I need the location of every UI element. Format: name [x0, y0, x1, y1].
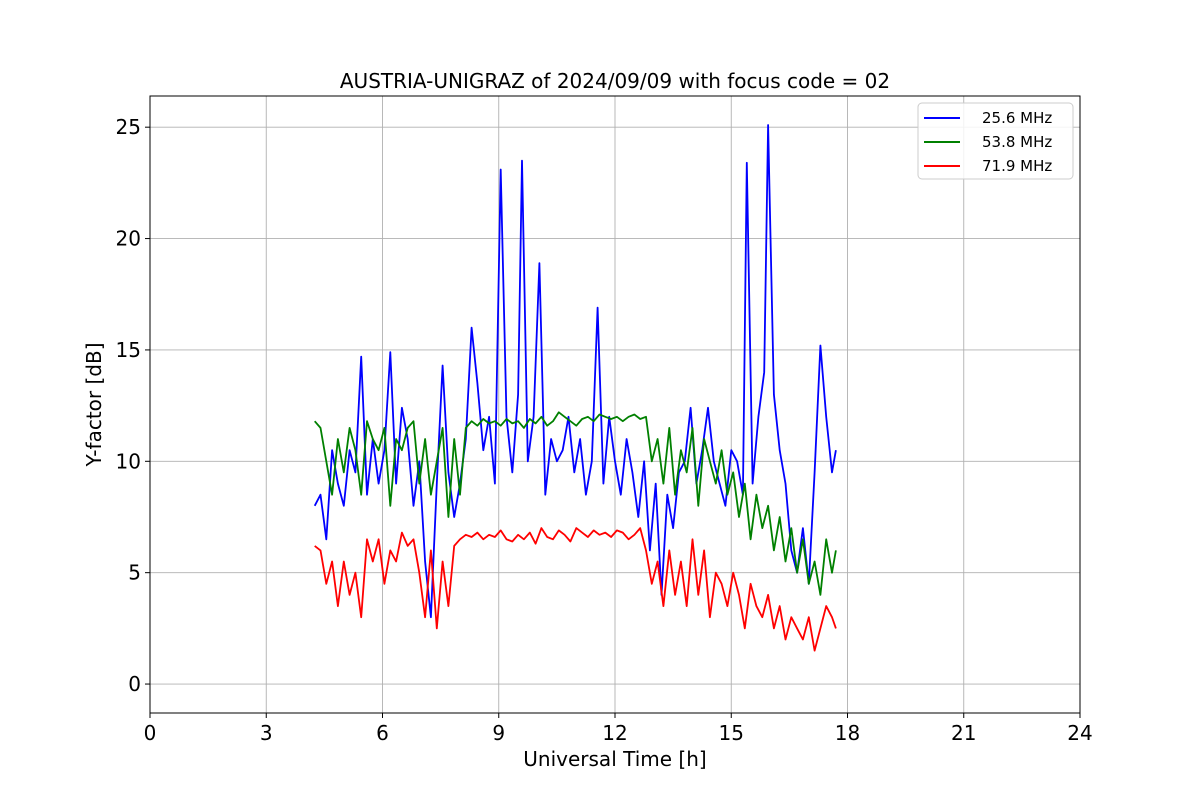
x-tick-label: 6 [376, 721, 389, 745]
x-tick-label: 12 [602, 721, 627, 745]
x-tick-label: 21 [951, 721, 976, 745]
series-line-1 [313, 124, 837, 619]
chart-title: AUSTRIA-UNIGRAZ of 2024/09/09 with focus… [340, 69, 890, 93]
x-tick-label: 0 [144, 721, 157, 745]
legend-entry: 25.6 MHz [982, 109, 1052, 127]
legend: 25.6 MHz 53.8 MHz 71.9 MHz [917, 102, 1074, 180]
axis-ticks: 0 3 6 9 12 15 18 21 24 0 5 10 15 20 25 [116, 115, 1093, 745]
legend-box [917, 102, 1074, 180]
y-tick-label: 0 [128, 672, 141, 696]
legend-entry: 71.9 MHz [982, 157, 1052, 175]
x-tick-label: 24 [1067, 721, 1092, 745]
series-line-2 [314, 411, 837, 596]
y-tick-label: 15 [116, 338, 141, 362]
series-line-3 [314, 527, 837, 652]
x-tick-label: 18 [835, 721, 860, 745]
x-tick-label: 3 [260, 721, 273, 745]
series-layer [313, 124, 837, 652]
y-tick-label: 5 [128, 561, 141, 585]
y-tick-label: 25 [116, 115, 141, 139]
y-axis-label: Y-factor [dB] [82, 342, 106, 467]
y-tick-label: 20 [116, 227, 141, 251]
x-tick-label: 9 [492, 721, 505, 745]
y-tick-label: 10 [116, 449, 141, 473]
x-tick-label: 15 [719, 721, 744, 745]
legend-entry: 53.8 MHz [982, 133, 1052, 151]
x-axis-label: Universal Time [h] [523, 747, 706, 771]
